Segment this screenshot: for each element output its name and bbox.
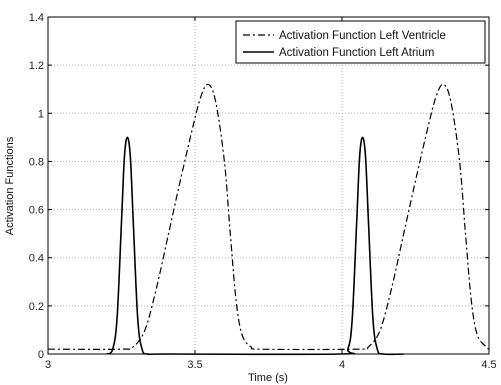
y-tick-label: 0.8	[29, 156, 44, 168]
legend-label-atrium: Activation Function Left Atrium	[279, 47, 434, 59]
x-tick-label: 3.5	[187, 359, 202, 371]
legend-label-ventricle: Activation Function Left Ventricle	[279, 30, 446, 42]
x-axis-label: Time (s)	[248, 372, 288, 384]
series-line-left-ventricle	[47, 83, 490, 351]
y-tick-label: 0	[38, 349, 44, 361]
axis-ticks	[47, 16, 490, 355]
plot-frame	[47, 16, 490, 355]
y-axis-label: Activation Functions	[4, 136, 16, 235]
x-tick-label: 4	[339, 359, 345, 371]
y-tick-label: 1.4	[29, 12, 44, 24]
grid-lines	[48, 17, 489, 354]
x-tick-label: 3	[45, 359, 51, 371]
y-tick-label: 0.4	[29, 253, 44, 265]
legend-box	[235, 20, 486, 64]
x-tick-labels: 3 3.5 4 4.5	[45, 359, 497, 371]
y-tick-label: 1.2	[29, 60, 44, 72]
legend: Activation Function Left Ventricle Activ…	[235, 20, 486, 64]
plot-area-bg	[48, 17, 489, 354]
y-tick-label: 0.2	[29, 301, 44, 313]
y-tick-label: 1	[38, 108, 44, 120]
y-tick-labels: 0 0.2 0.4 0.6 0.8 1 1.2 1.4	[29, 12, 44, 361]
x-tick-label: 4.5	[481, 359, 496, 371]
y-tick-label: 0.6	[29, 205, 44, 217]
